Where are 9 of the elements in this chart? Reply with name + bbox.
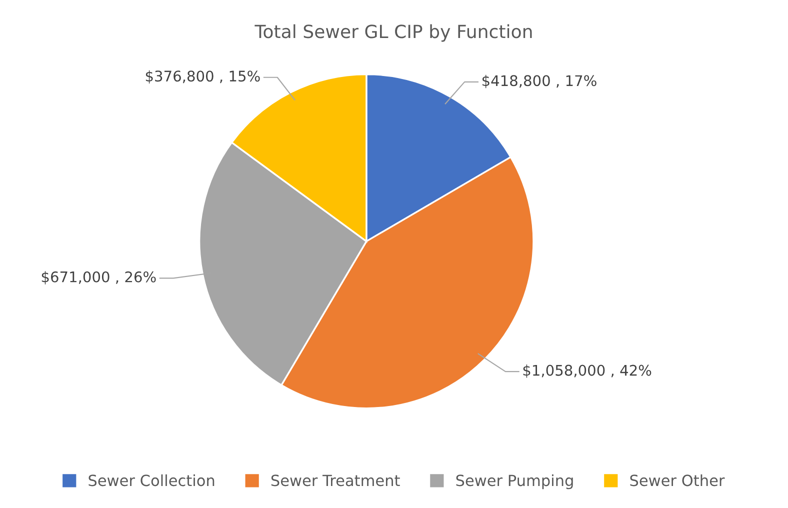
data-label: $418,800 , 17% [482,74,596,88]
chart-title: Total Sewer GL CIP by Function [254,24,532,42]
legend-label: Sewer Treatment [271,474,400,486]
data-label: $671,000 , 26% [42,271,156,284]
legend-label: Sewer Pumping [456,474,573,490]
legend-label: Sewer Other [630,474,725,486]
data-label: $1,058,000 , 42% [523,364,652,378]
legend-label: Sewer Collection [88,474,214,486]
data-label: $376,800 , 15% [146,70,260,84]
